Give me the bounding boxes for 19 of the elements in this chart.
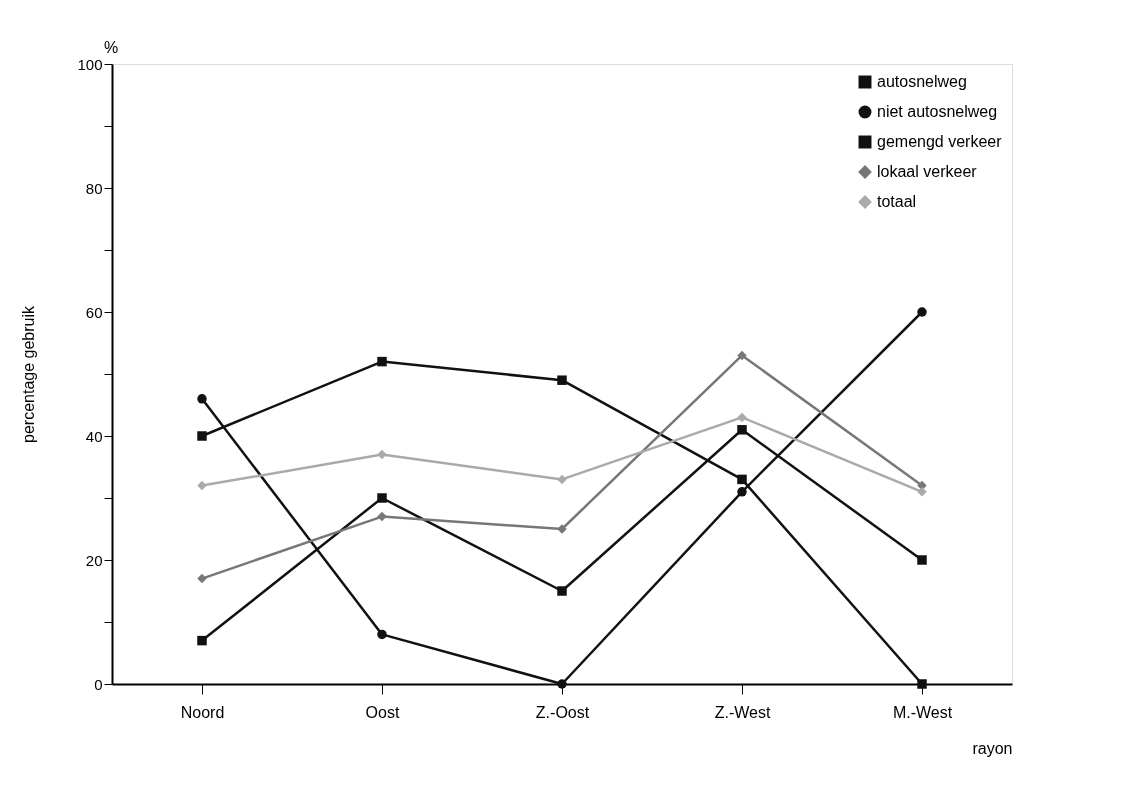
x-axis-title: rayon (972, 739, 1013, 757)
text: % (104, 39, 119, 56)
legend-label: gemengd verkeer (877, 133, 1003, 150)
y-axis-title: percentage gebruik (20, 305, 38, 443)
x-tick-label: Noord (180, 703, 225, 721)
x-tick-label: M.-West (892, 703, 953, 721)
y-tick-label: 20 (85, 551, 103, 569)
legend-label: lokaal verkeer (877, 163, 978, 180)
x-tick-label: Oost (365, 703, 400, 721)
legend-label: autosnelweg (877, 73, 967, 90)
x-tick-label: Z.-West (714, 703, 771, 721)
legend-label: niet autosnelweg (877, 103, 998, 120)
y-tick-label: 0 (94, 675, 103, 693)
y-tick-label: 80 (85, 179, 103, 197)
y-tick-label: 60 (85, 303, 103, 321)
y-tick-label: 40 (85, 427, 103, 445)
y-tick-label: 100 (77, 55, 103, 73)
legend-label: totaal (877, 193, 917, 210)
x-tick-label: Z.-Oost (535, 703, 590, 721)
